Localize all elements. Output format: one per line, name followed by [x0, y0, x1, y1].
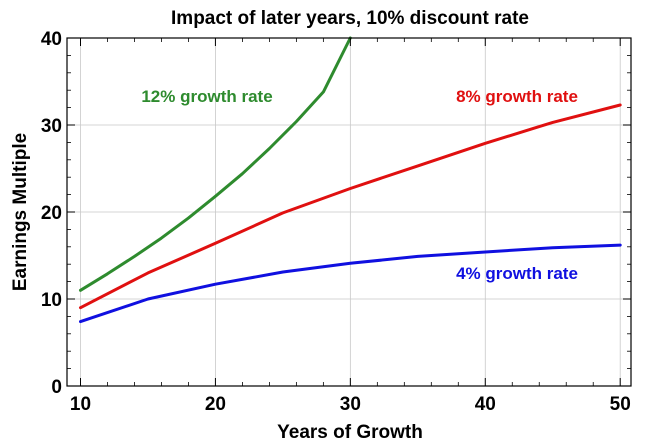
series-lines [79, 36, 622, 324]
series-line-1 [79, 103, 622, 310]
axis-ticks: 10 20 30 40 50 0 10 20 30 40 [41, 29, 631, 415]
x-tick-label: 40 [475, 394, 496, 415]
x-tick-label: 20 [205, 394, 226, 415]
series-label-1: 8% growth rate [456, 87, 578, 106]
y-tick-label: 10 [41, 290, 62, 311]
series-line-0 [79, 36, 352, 292]
y-tick-label: 20 [41, 203, 62, 224]
x-axis-label: Years of Growth [277, 422, 423, 443]
y-axis-label: Earnings Multiple [10, 133, 31, 291]
series-label-2: 4% growth rate [456, 264, 578, 283]
series-labels: 12% growth rate 8% growth rate 4% growth r… [141, 87, 578, 283]
y-tick-label: 30 [41, 116, 62, 137]
series-label-0: 12% growth rate [141, 87, 272, 106]
grid [67, 38, 631, 386]
x-tick-label: 30 [340, 394, 361, 415]
series-line-2 [79, 243, 622, 324]
x-tick-label: 10 [70, 394, 91, 415]
y-tick-label: 40 [41, 29, 62, 50]
x-tick-label: 50 [610, 394, 631, 415]
chart-title: Impact of later years, 10% discount rate [171, 8, 529, 29]
y-tick-label: 0 [51, 377, 62, 398]
